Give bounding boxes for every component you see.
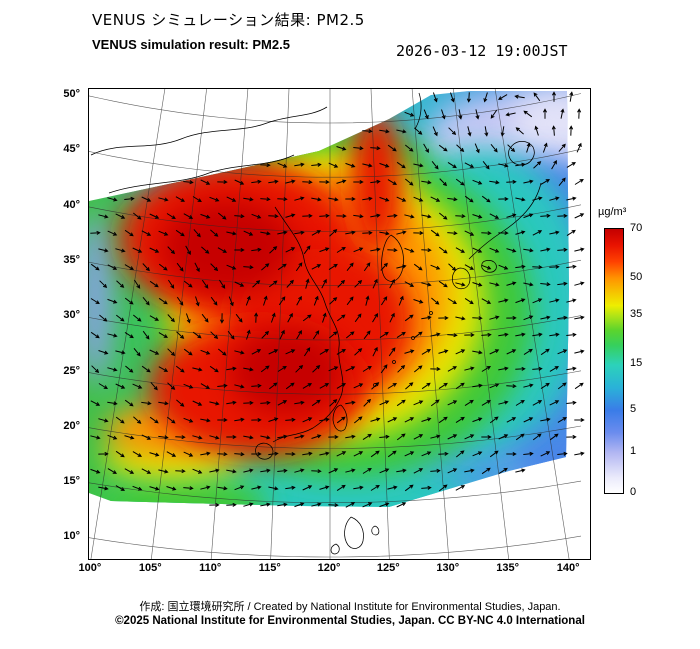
title-japanese: VENUS シミュレーション結果: PM2.5 bbox=[92, 11, 365, 29]
coastline-path bbox=[108, 154, 295, 194]
lat-tick-label: 35° bbox=[63, 254, 80, 267]
meridian-line bbox=[370, 89, 390, 559]
heat-blob bbox=[511, 91, 569, 158]
lat-tick-label: 20° bbox=[63, 419, 80, 432]
map-frame bbox=[88, 88, 591, 560]
colorbar-tick-label: 50 bbox=[630, 270, 643, 283]
meridian-line bbox=[494, 89, 570, 559]
meridian-line bbox=[90, 89, 166, 559]
coastline-path bbox=[344, 516, 364, 549]
coastline-path bbox=[414, 92, 422, 130]
wind-arrow-paths bbox=[90, 91, 585, 508]
parallel-line bbox=[89, 315, 582, 341]
colorbar-tick-label: 5 bbox=[630, 402, 637, 415]
lon-tick-label: 110° bbox=[199, 562, 222, 574]
coastline-path bbox=[381, 234, 404, 282]
coastline-path bbox=[481, 260, 497, 273]
coastline-path bbox=[508, 141, 535, 166]
meridian-line bbox=[453, 89, 509, 559]
graticule bbox=[89, 89, 582, 559]
lat-tick-label: 10° bbox=[63, 529, 80, 542]
heat-blob bbox=[89, 474, 269, 507]
lat-tick-label: 30° bbox=[63, 309, 80, 322]
coastline-path bbox=[90, 106, 328, 156]
timestamp: 2026-03-12 19:00JST bbox=[396, 42, 568, 60]
lat-tick-label: 40° bbox=[63, 198, 80, 211]
colorbar-tick-label: 35 bbox=[630, 308, 643, 321]
colorbar-tick-label: 1 bbox=[630, 445, 637, 458]
meridian-line bbox=[151, 89, 207, 559]
parallel-line bbox=[89, 370, 582, 395]
lon-tick-label: 135° bbox=[496, 562, 520, 574]
colorbar-gradient bbox=[604, 228, 624, 494]
coastline-path bbox=[332, 404, 348, 432]
coastline-path bbox=[452, 267, 471, 290]
map-canvas bbox=[89, 89, 585, 559]
colorbar-tick-label: 15 bbox=[630, 357, 643, 370]
credit-line: 作成: 国立環境研究所 / Created by National Instit… bbox=[139, 601, 561, 613]
heat-blob bbox=[229, 327, 345, 415]
lon-tick-label: 130° bbox=[436, 562, 460, 574]
colorbar-tick-label: 0 bbox=[630, 485, 637, 498]
parallel-line bbox=[89, 148, 582, 178]
lat-tick-label: 25° bbox=[63, 364, 80, 377]
island-dot bbox=[392, 360, 396, 364]
lat-tick-label: 15° bbox=[63, 474, 80, 487]
colorbar-tick-label: 70 bbox=[630, 221, 643, 234]
coastline-path bbox=[330, 543, 340, 555]
parallel-line bbox=[89, 93, 582, 124]
island-dot bbox=[429, 311, 433, 315]
coastline-path bbox=[371, 525, 380, 536]
coastline-path bbox=[272, 206, 344, 443]
lon-tick-label: 115° bbox=[258, 562, 281, 574]
lon-tick-label: 120° bbox=[317, 562, 341, 574]
parallel-line bbox=[89, 535, 582, 558]
heat-blob bbox=[89, 214, 111, 384]
lon-tick-label: 125° bbox=[376, 562, 400, 574]
parallel-line bbox=[89, 259, 582, 286]
wind-arrows bbox=[90, 91, 585, 508]
lat-tick-label: 45° bbox=[63, 143, 80, 156]
colorbar-units-label: µg/m³ bbox=[598, 206, 627, 218]
lon-tick-label: 105° bbox=[138, 562, 162, 574]
coastline-path bbox=[255, 442, 274, 460]
parallel-line bbox=[89, 480, 582, 503]
lat-tick-label: 50° bbox=[63, 87, 80, 100]
heat-blob bbox=[159, 199, 295, 295]
lon-tick-label: 140° bbox=[556, 562, 580, 574]
pm25-heatmap-field bbox=[89, 91, 569, 507]
meridian-line bbox=[210, 89, 249, 559]
title-english: VENUS simulation result: PM2.5 bbox=[92, 37, 290, 52]
lon-tick-label: 100° bbox=[78, 562, 102, 574]
copyright-line: ©2025 National Institute for Environment… bbox=[115, 615, 585, 627]
